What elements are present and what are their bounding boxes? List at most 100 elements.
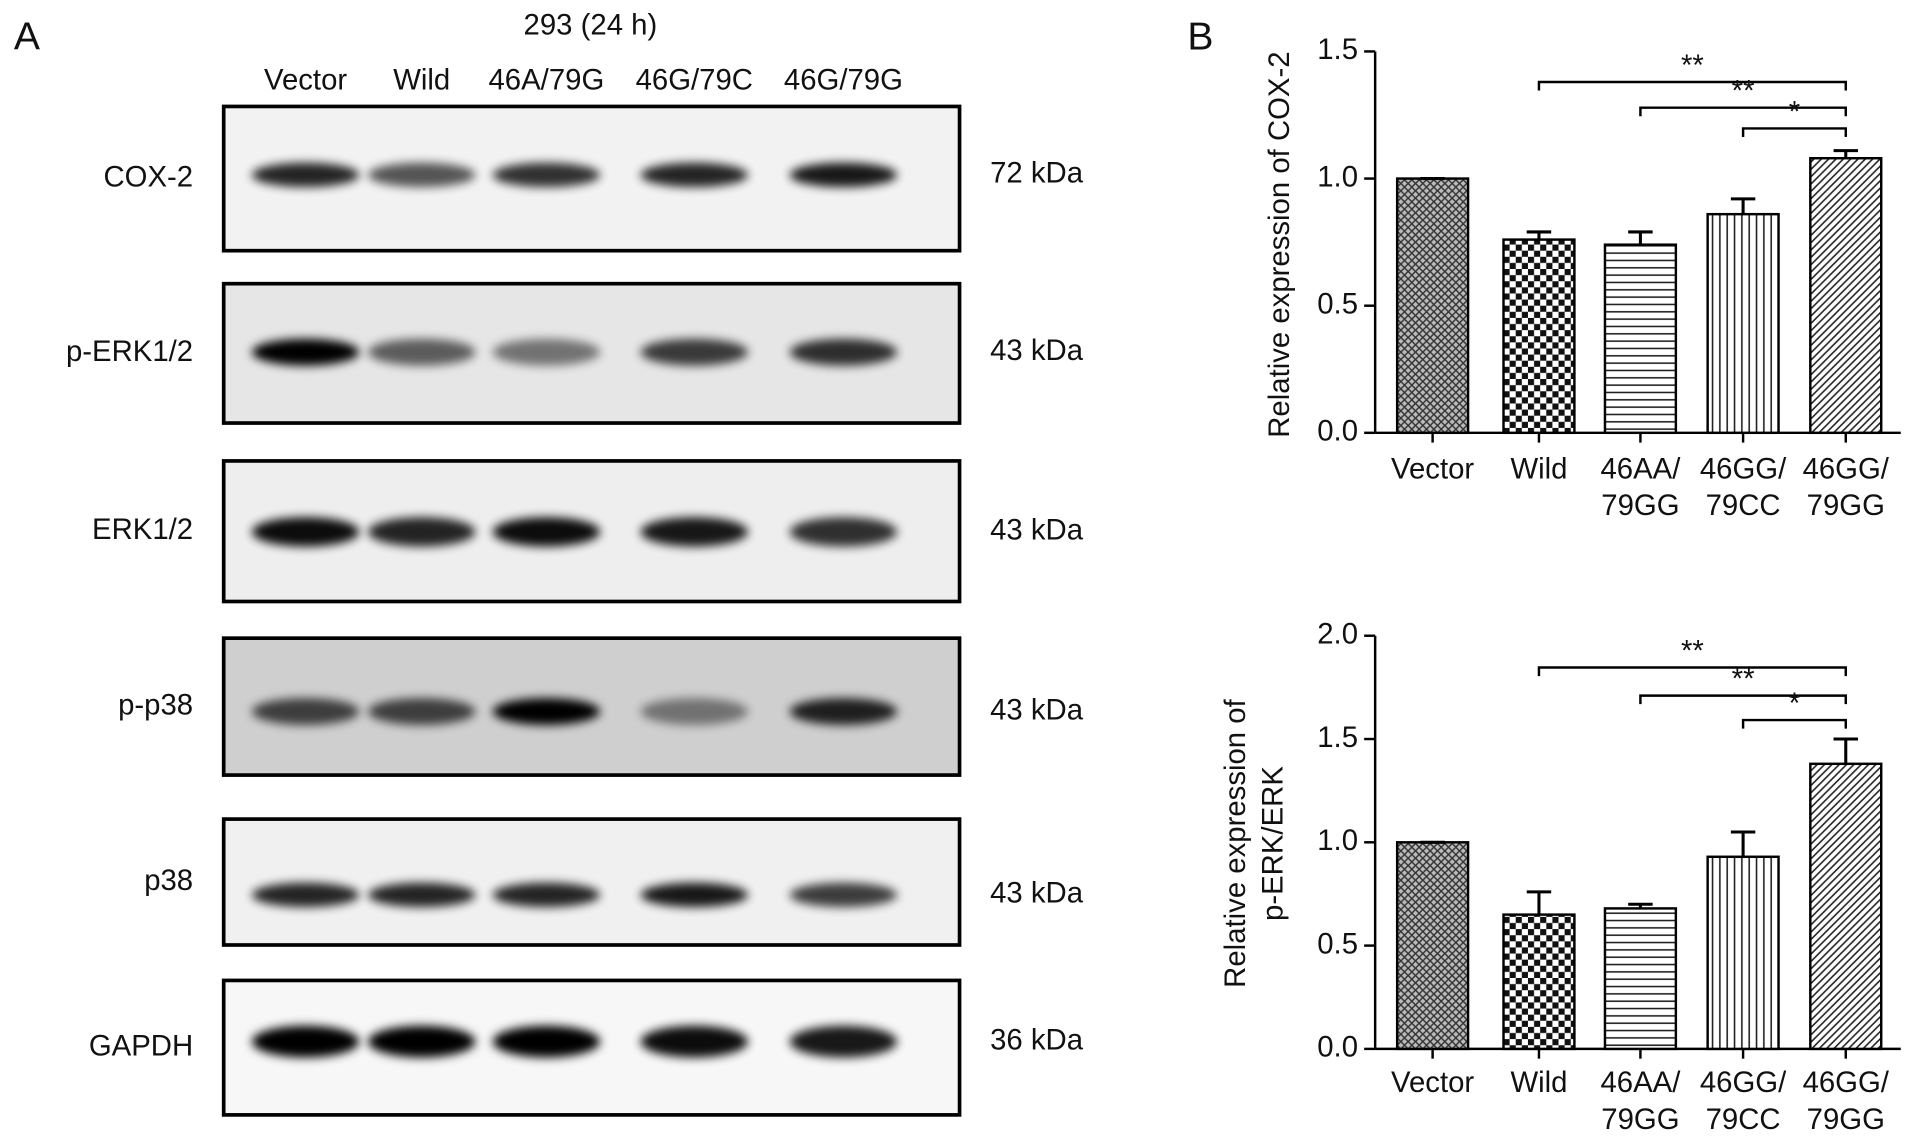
protein-label: p38 <box>144 864 193 897</box>
blot-band <box>640 698 749 725</box>
size-label: 43 kDa <box>990 693 1084 726</box>
blot-band <box>251 698 360 725</box>
y-tick-label: 1.5 <box>1317 33 1358 66</box>
significance-label: ** <box>1732 75 1755 108</box>
y-axis-label: p-ERK/ERK <box>1257 766 1290 921</box>
lane-label: Vector <box>264 64 347 97</box>
blot-strip <box>221 978 962 1117</box>
significance-bracket <box>1639 694 1847 705</box>
blot-band <box>789 882 898 908</box>
blot-band <box>640 338 749 366</box>
blot-band <box>367 882 476 908</box>
significance-label: ** <box>1681 49 1704 82</box>
y-tick-label: 0.0 <box>1317 1031 1358 1064</box>
blot-band <box>492 698 601 725</box>
blot-band <box>640 1025 749 1058</box>
x-tick-label: 79GG <box>1601 1103 1679 1136</box>
blot-frame <box>221 104 962 253</box>
significance-label: ** <box>1681 635 1704 668</box>
significance-label: * <box>1789 687 1800 720</box>
blot-band <box>251 1025 360 1058</box>
x-tick-label: 46GG/ <box>1803 452 1890 485</box>
y-tick-label: 2.0 <box>1317 617 1358 650</box>
bar <box>1502 238 1576 435</box>
x-tick-label: Wild <box>1510 1066 1567 1099</box>
protein-label: p-ERK1/2 <box>66 335 193 368</box>
blot-frame <box>221 281 962 425</box>
bar <box>1395 177 1470 435</box>
y-tick-label: 0.5 <box>1317 927 1358 960</box>
blot-band <box>789 162 898 188</box>
error-bar <box>1730 830 1756 857</box>
blot-strip <box>221 281 962 425</box>
lane-label: Wild <box>393 64 450 97</box>
bar <box>1395 841 1470 1051</box>
x-tick-label: 79GG <box>1807 489 1885 522</box>
significance-bracket <box>1741 127 1847 138</box>
x-tick-label: Wild <box>1510 452 1567 485</box>
blot-title: 293 (24 h) <box>524 9 658 42</box>
x-tick-label: 79GG <box>1807 1103 1885 1136</box>
blot-band <box>367 162 476 188</box>
size-label: 43 kDa <box>990 334 1084 367</box>
blot-band <box>367 517 476 547</box>
protein-label: GAPDH <box>89 1029 193 1062</box>
error-bar <box>1526 890 1552 915</box>
significance-label: ** <box>1732 663 1755 696</box>
blot-band <box>789 338 898 366</box>
blot-frame <box>221 636 962 777</box>
x-tick-label: Vector <box>1391 452 1474 485</box>
significance-bracket <box>1639 106 1847 117</box>
blot-band <box>640 517 749 547</box>
blot-band <box>251 517 360 547</box>
blot-band <box>492 517 601 547</box>
x-tick-label: Vector <box>1391 1066 1474 1099</box>
protein-label: COX-2 <box>103 160 193 193</box>
blot-band <box>492 1025 601 1058</box>
y-tick-label: 0.5 <box>1317 287 1358 320</box>
y-tick-label: 1.5 <box>1317 721 1358 754</box>
blot-band <box>640 882 749 908</box>
x-tick-label: 46AA/ <box>1600 1066 1681 1099</box>
blot-band <box>640 162 749 188</box>
bar <box>1603 243 1678 435</box>
x-tick-label: 79CC <box>1706 1103 1781 1136</box>
x-tick-label: 46GG/ <box>1700 1066 1787 1099</box>
blot-band <box>492 162 601 188</box>
blot-strip <box>221 636 962 777</box>
panel-label: A <box>14 16 41 59</box>
blot-band <box>367 698 476 725</box>
size-label: 43 kDa <box>990 514 1084 547</box>
error-bar <box>1730 197 1756 215</box>
blot-strip <box>221 104 962 253</box>
lane-label: 46G/79G <box>784 64 903 97</box>
lane-label: 46A/79G <box>489 64 605 97</box>
protein-label: p-p38 <box>118 688 193 721</box>
x-tick-label: 79GG <box>1601 489 1679 522</box>
panel-label: B <box>1187 16 1213 59</box>
significance-bracket <box>1741 718 1847 729</box>
blot-band <box>789 1025 898 1058</box>
error-bar <box>1833 737 1858 764</box>
blot-band <box>251 338 360 366</box>
x-tick-label: 46GG/ <box>1803 1066 1890 1099</box>
blot-band <box>251 162 360 188</box>
bar <box>1706 212 1780 435</box>
protein-label: ERK1/2 <box>92 513 193 546</box>
x-tick-label: 79CC <box>1706 489 1781 522</box>
y-tick-label: 0.0 <box>1317 415 1358 448</box>
blot-strip <box>221 817 962 947</box>
blot-band <box>492 882 601 908</box>
blot-frame <box>221 978 962 1117</box>
x-tick-label: 46GG/ <box>1700 452 1787 485</box>
significance-label: * <box>1789 96 1800 129</box>
bar <box>1809 157 1883 435</box>
bar <box>1603 907 1678 1051</box>
error-bar <box>1628 230 1653 245</box>
error-bar <box>1833 149 1858 159</box>
blot-band <box>492 338 601 366</box>
y-axis-label: Relative expression of COX-2 <box>1263 51 1296 437</box>
blot-background <box>223 819 960 945</box>
